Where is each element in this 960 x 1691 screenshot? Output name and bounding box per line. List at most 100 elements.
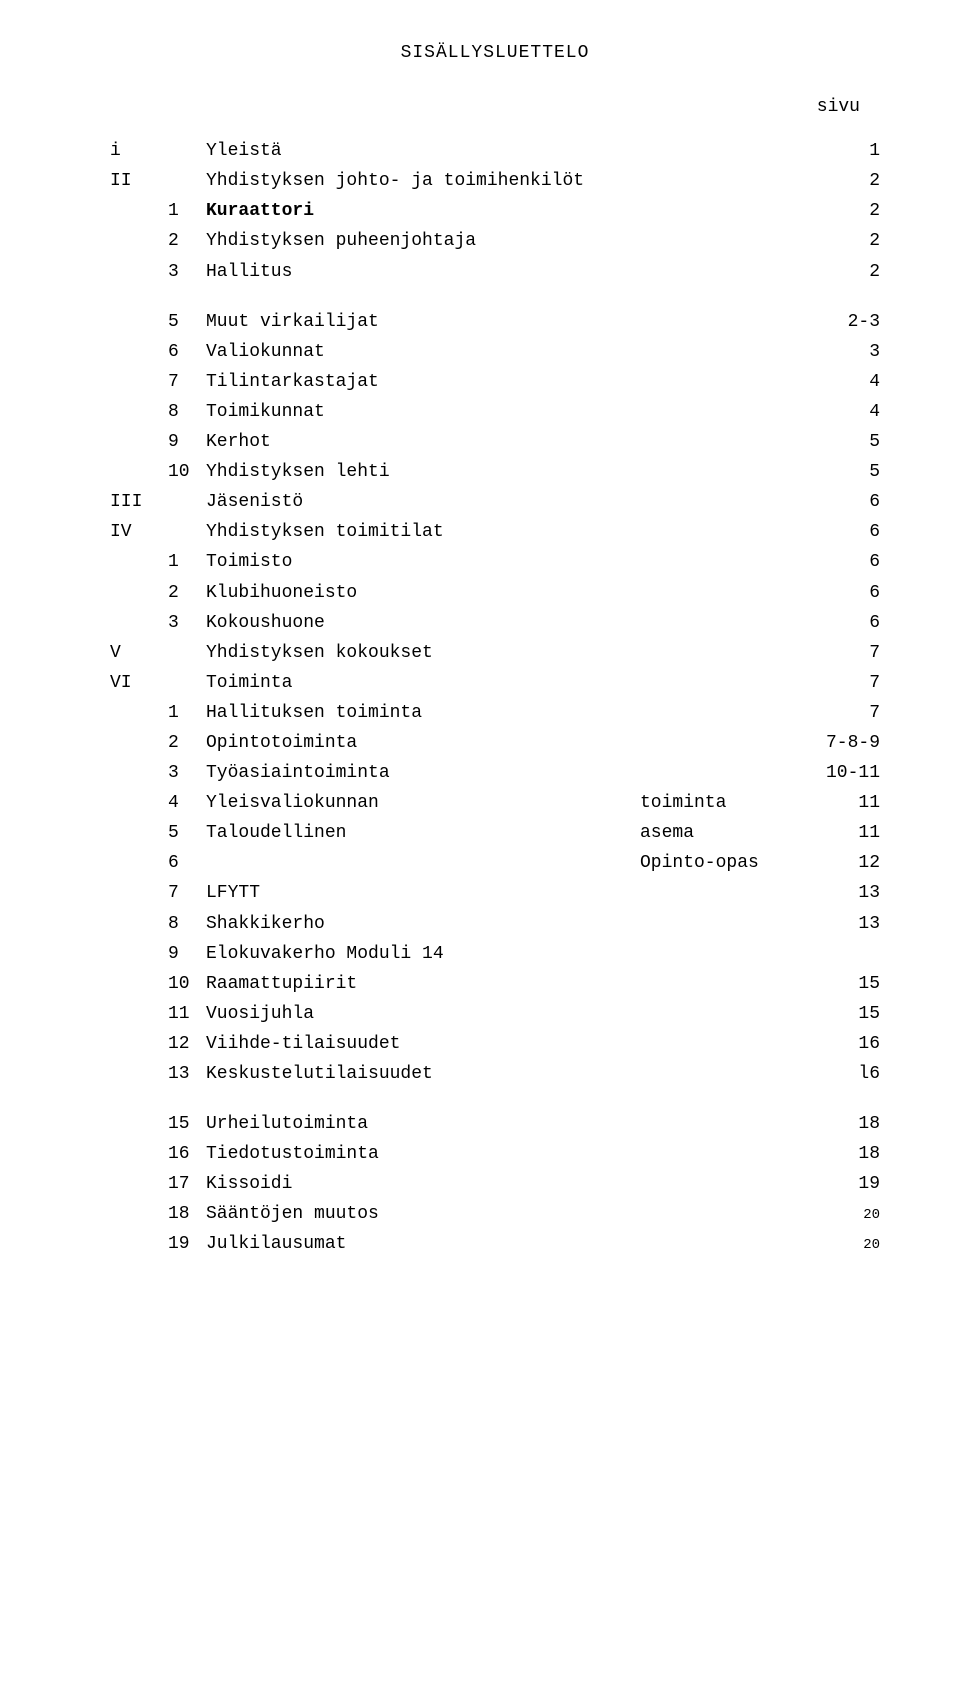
toc-row: 7Tilintarkastajat4	[110, 369, 880, 395]
toc-label: Vuosijuhla	[206, 1001, 640, 1027]
toc-number: 2	[168, 228, 206, 254]
toc-row: 13Keskustelutilaisuudetl6	[110, 1061, 880, 1087]
toc-label: Yhdistyksen lehti	[206, 459, 640, 485]
toc-number: 17	[168, 1171, 206, 1197]
toc-row: 9Kerhot5	[110, 429, 880, 455]
toc-roman: VI	[110, 670, 168, 696]
toc-mid: Opinto-opas	[640, 850, 810, 876]
toc-row: VI Toiminta 7	[110, 670, 880, 696]
toc-page: 6	[810, 549, 880, 575]
toc-number: 5	[168, 820, 206, 846]
toc-page: 6	[810, 610, 880, 636]
toc-number: 9	[168, 941, 206, 967]
toc-label: Yhdistyksen toimitilat	[206, 519, 640, 545]
toc-roman: III	[110, 489, 168, 515]
toc-row: 1Kuraattori2	[110, 198, 880, 224]
toc-page: 5	[810, 459, 880, 485]
toc-page: 19	[810, 1171, 880, 1197]
toc-label: Kuraattori	[206, 198, 640, 224]
toc-label: Raamattupiirit	[206, 971, 640, 997]
toc-number: 1	[168, 549, 206, 575]
toc-label: Jäsenistö	[206, 489, 640, 515]
toc-page: 7-8-9	[810, 730, 880, 756]
toc-label: Sääntöjen muutos	[206, 1201, 640, 1227]
toc-label: Kerhot	[206, 429, 640, 455]
toc-page: l6	[810, 1061, 880, 1087]
toc-row: 1Hallituksen toiminta 7	[110, 700, 880, 726]
toc-label: Yhdistyksen puheenjohtaja	[206, 228, 640, 254]
toc-label: Työasiaintoiminta	[206, 760, 640, 786]
toc-label: Muut virkailijat	[206, 309, 640, 335]
toc-row: 3Työasiaintoiminta10-11	[110, 760, 880, 786]
toc-label: Valiokunnat	[206, 339, 640, 365]
toc-label: Toiminta	[206, 670, 640, 696]
toc-row: 5Taloudellinenasema11	[110, 820, 880, 846]
toc-number: 3	[168, 610, 206, 636]
toc-page: 2	[810, 259, 880, 285]
toc-page: 20	[810, 1205, 880, 1225]
toc-row: 3Kokoushuone6	[110, 610, 880, 636]
section-gap	[110, 1091, 880, 1111]
toc-row: 12Viihde-tilaisuudet16	[110, 1031, 880, 1057]
toc-page: 11	[810, 820, 880, 846]
toc-page: 7	[810, 670, 880, 696]
toc-number: 1	[168, 700, 206, 726]
toc-page: 4	[810, 369, 880, 395]
toc-roman: IV	[110, 519, 168, 545]
toc-label: Opintotoiminta	[206, 730, 640, 756]
toc-number: 2	[168, 730, 206, 756]
toc-label: Taloudellinen	[206, 820, 640, 846]
toc-number: 7	[168, 880, 206, 906]
toc-row: 2Opintotoiminta 7-8-9	[110, 730, 880, 756]
toc-number: 5	[168, 309, 206, 335]
toc-page: 7	[810, 640, 880, 666]
toc-number: 16	[168, 1141, 206, 1167]
toc-row: VYhdistyksen kokoukset7	[110, 640, 880, 666]
toc-page: 15	[810, 971, 880, 997]
toc-label: Yleistä	[206, 138, 640, 164]
toc-row: III Jäsenistö 6	[110, 489, 880, 515]
document-title: SISÄLLYSLUETTELO	[110, 40, 880, 66]
toc-number: 9	[168, 429, 206, 455]
toc-page: 13	[810, 911, 880, 937]
toc-row: 15Urheilutoiminta18	[110, 1111, 880, 1137]
toc-mid: toiminta	[640, 790, 810, 816]
toc-row: 5Muut virkailijat2-3	[110, 309, 880, 335]
toc-label: Shakkikerho	[206, 911, 640, 937]
toc-label: Yhdistyksen johto- ja toimihenkilöt	[206, 168, 640, 194]
toc-roman: II	[110, 168, 168, 194]
toc-page: 6	[810, 519, 880, 545]
toc-page: 2	[810, 168, 880, 194]
toc-row: iYleistä1	[110, 138, 880, 164]
toc-label: Elokuvakerho Moduli 14	[206, 941, 640, 967]
toc-page: 7	[810, 700, 880, 726]
toc-label: Hallituksen toiminta	[206, 700, 640, 726]
toc-label: Toimikunnat	[206, 399, 640, 425]
toc-page: 3	[810, 339, 880, 365]
toc-page: 6	[810, 489, 880, 515]
toc-page: 16	[810, 1031, 880, 1057]
toc-row: 19Julkilausumat20	[110, 1231, 880, 1257]
toc-page: 2	[810, 198, 880, 224]
toc-label: Klubihuoneisto	[206, 580, 640, 606]
toc-number: 6	[168, 339, 206, 365]
toc-label: Urheilutoiminta	[206, 1111, 640, 1137]
toc-number: 8	[168, 399, 206, 425]
toc-number: 10	[168, 459, 206, 485]
toc-row: 8Toimikunnat4	[110, 399, 880, 425]
page-column-header-row: sivu	[110, 94, 880, 120]
toc-row: 6Valiokunnat 3	[110, 339, 880, 365]
toc-page: 11	[810, 790, 880, 816]
toc-roman: i	[110, 138, 168, 164]
toc-row: 1Toimisto6	[110, 549, 880, 575]
toc-page: 20	[810, 1235, 880, 1255]
toc-number: 11	[168, 1001, 206, 1027]
toc-row: II Yhdistyksen johto- ja toimihenkilöt 2	[110, 168, 880, 194]
toc-row: 10Yhdistyksen lehti 5	[110, 459, 880, 485]
toc-row: 11Vuosijuhla15	[110, 1001, 880, 1027]
toc-number: 19	[168, 1231, 206, 1257]
section-gap	[110, 289, 880, 309]
toc-number: 8	[168, 911, 206, 937]
toc-number: 15	[168, 1111, 206, 1137]
toc-page: 6	[810, 580, 880, 606]
